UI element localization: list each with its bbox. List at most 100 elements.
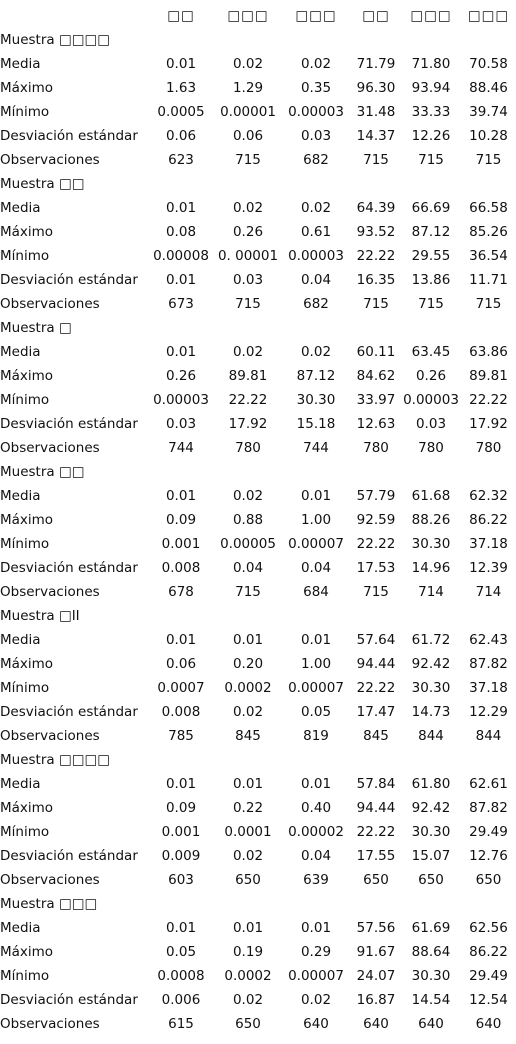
section-title: Muestra □II xyxy=(0,608,80,624)
table-cell: 64.39 xyxy=(356,200,396,216)
header-corner xyxy=(0,4,147,28)
table-cell: 714 xyxy=(475,584,502,600)
table-cell: 639 xyxy=(303,872,329,888)
table-row: Mínimo 0.001 0.00005 0.00007 22.22 30.30 37.18 xyxy=(0,532,516,556)
table-cell: 0.01 xyxy=(300,920,332,936)
row-label: Media xyxy=(0,632,41,648)
table-cell: 0.04 xyxy=(300,272,332,288)
row-label: Mínimo xyxy=(0,248,50,264)
table-cell: 0.04 xyxy=(232,560,264,576)
row-label: Observaciones xyxy=(0,728,100,744)
table-row: Desviación estándar 0.006 0.02 0.02 16.87 14.… xyxy=(0,988,516,1012)
row-label: Mínimo xyxy=(0,680,50,696)
table-cell: 0.26 xyxy=(165,368,197,384)
table-cell: 715 xyxy=(235,296,261,312)
table-cell: 0.02 xyxy=(232,56,264,72)
table-cell: 0.00007 xyxy=(288,680,344,696)
table-row: Observaciones 615 650 640 640 640 640 xyxy=(0,1012,516,1036)
table-cell: 682 xyxy=(303,296,329,312)
table-cell: 0.03 xyxy=(232,272,264,288)
table-cell: 0.02 xyxy=(232,488,264,504)
table-cell: 86.22 xyxy=(469,944,508,960)
table-cell: 22.22 xyxy=(356,536,396,552)
table-cell: 640 xyxy=(363,1016,389,1032)
table-cell: 93.94 xyxy=(411,80,451,96)
table-row: Desviación estándar 0.06 0.06 0.03 14.37 12.2… xyxy=(0,124,516,148)
row-label: Desviación estándar xyxy=(0,992,138,1008)
statistics-table: □□ □□□ □□□ □□ □□□ □□□ Muestra □□□□ Media 0… xyxy=(0,4,516,1036)
row-label: Mínimo xyxy=(0,536,50,552)
table-cell: 14.37 xyxy=(356,128,396,144)
table-row: Media 0.01 0.02 0.01 57.79 61.68 62.32 xyxy=(0,484,516,508)
table-cell: 0.00008 xyxy=(153,248,209,264)
table-cell: 16.35 xyxy=(356,272,396,288)
table-row: Observaciones 623 715 682 715 715 715 xyxy=(0,148,516,172)
table-cell: 22.22 xyxy=(228,392,268,408)
table-cell: 92.42 xyxy=(411,800,451,816)
table-cell: 0.02 xyxy=(232,200,264,216)
row-label: Desviación estándar xyxy=(0,272,138,288)
table-row: Desviación estándar 0.008 0.04 0.04 17.53 14.… xyxy=(0,556,516,580)
table-row: Media 0.01 0.01 0.01 57.64 61.72 62.43 xyxy=(0,628,516,652)
table-cell: 88.46 xyxy=(469,80,508,96)
table-cell: 0.04 xyxy=(300,560,332,576)
table-cell: 780 xyxy=(235,440,261,456)
table-cell: 87.12 xyxy=(411,224,451,240)
table-cell: 37.18 xyxy=(469,680,508,696)
section-header-row: Muestra □□□□ xyxy=(0,28,516,52)
table-row: Media 0.01 0.01 0.01 57.56 61.69 62.56 xyxy=(0,916,516,940)
table-cell: 1.00 xyxy=(300,656,332,672)
table-cell: 63.45 xyxy=(411,344,451,360)
table-cell: 0.01 xyxy=(165,56,197,72)
table-cell: 30.30 xyxy=(411,536,451,552)
table-row: Media 0.01 0.02 0.02 60.11 63.45 63.86 xyxy=(0,340,516,364)
row-label: Media xyxy=(0,776,41,792)
table-cell: 0.00003 xyxy=(288,248,344,264)
table-cell: 615 xyxy=(168,1016,194,1032)
table-cell: 0.001 xyxy=(161,824,201,840)
table-cell: 715 xyxy=(363,296,389,312)
table-cell: 0.05 xyxy=(300,704,332,720)
table-cell: 31.48 xyxy=(356,104,396,120)
table-cell: 0.0001 xyxy=(224,824,272,840)
table-cell: 61.69 xyxy=(411,920,451,936)
table-cell: 0.02 xyxy=(232,848,264,864)
table-cell: 86.22 xyxy=(469,512,508,528)
row-label: Desviación estándar xyxy=(0,848,138,864)
row-label: Media xyxy=(0,344,41,360)
table-cell: 0.01 xyxy=(300,488,332,504)
section-header-row: Muestra □II xyxy=(0,604,516,628)
table-cell: 70.58 xyxy=(469,56,508,72)
table-cell: 845 xyxy=(235,728,261,744)
table-cell: 30.30 xyxy=(411,968,451,984)
table-cell: 0.22 xyxy=(232,800,264,816)
table-cell: 0.008 xyxy=(161,704,201,720)
table-row: Observaciones 744 780 744 780 780 780 xyxy=(0,436,516,460)
table-row: Observaciones 603 650 639 650 650 650 xyxy=(0,868,516,892)
table-cell: 29.49 xyxy=(469,968,508,984)
table-cell: 0.01 xyxy=(300,776,332,792)
table-cell: 0.01 xyxy=(232,920,264,936)
table-cell: 61.80 xyxy=(411,776,451,792)
table-cell: 71.80 xyxy=(411,56,451,72)
table-cell: 0.03 xyxy=(415,416,447,432)
column-header: □□ xyxy=(167,8,195,24)
table-cell: 0. 00001 xyxy=(217,248,279,264)
table-row: Media 0.01 0.02 0.02 64.39 66.69 66.58 xyxy=(0,196,516,220)
column-header: □□ xyxy=(362,8,390,24)
row-label: Observaciones xyxy=(0,296,100,312)
table-cell: 0.00003 xyxy=(403,392,459,408)
row-label: Máximo xyxy=(0,368,54,384)
table-cell: 0.26 xyxy=(232,224,264,240)
table-cell: 15.18 xyxy=(296,416,336,432)
table-cell: 744 xyxy=(168,440,194,456)
table-cell: 0.00002 xyxy=(288,824,344,840)
table-cell: 0.61 xyxy=(300,224,332,240)
table-cell: 33.97 xyxy=(356,392,396,408)
table-cell: 0.0002 xyxy=(224,680,272,696)
table-cell: 87.82 xyxy=(469,800,508,816)
row-label: Mínimo xyxy=(0,104,50,120)
table-body: Muestra □□□□ Media 0.01 0.02 0.02 71.79 71.80 7… xyxy=(0,28,516,1036)
row-label: Desviación estándar xyxy=(0,560,138,576)
table-cell: 780 xyxy=(363,440,389,456)
